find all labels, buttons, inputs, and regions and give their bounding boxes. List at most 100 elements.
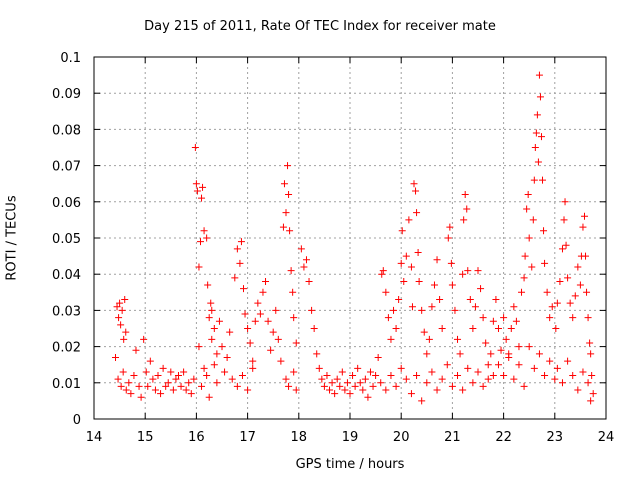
x-tick-label: 22	[495, 430, 512, 445]
data-point	[460, 216, 468, 224]
data-point	[438, 375, 446, 383]
data-point	[122, 386, 130, 394]
data-point	[279, 223, 287, 231]
data-point	[487, 350, 495, 358]
data-point	[497, 346, 505, 354]
data-point	[356, 379, 364, 387]
data-point	[540, 227, 548, 235]
data-point	[198, 382, 206, 390]
data-point	[412, 187, 420, 195]
data-point	[157, 390, 165, 398]
data-point	[190, 375, 198, 383]
data-point	[286, 227, 294, 235]
data-point	[210, 325, 218, 332]
data-point	[492, 296, 500, 304]
x-tick-label: 20	[393, 430, 410, 445]
data-point	[112, 353, 120, 361]
data-point	[531, 144, 539, 151]
data-point	[558, 245, 566, 253]
data-point	[546, 314, 554, 322]
y-tick-label: 0.06	[52, 196, 81, 211]
x-tick-label: 23	[547, 430, 564, 445]
data-point	[119, 368, 127, 376]
data-point	[132, 346, 140, 354]
x-axis-label: GPS time / hours	[295, 457, 405, 472]
data-point	[125, 379, 133, 387]
data-point	[510, 375, 518, 383]
x-tick-label: 14	[86, 430, 103, 445]
data-point	[564, 357, 572, 365]
data-point	[200, 364, 208, 372]
data-point	[221, 368, 229, 376]
data-point	[446, 223, 454, 231]
data-point	[233, 245, 241, 253]
data-point	[237, 238, 245, 246]
data-point	[384, 314, 392, 322]
data-point	[520, 274, 528, 282]
data-point	[423, 379, 431, 387]
data-point	[308, 306, 316, 314]
x-tick-label: 16	[188, 430, 205, 445]
data-point	[469, 379, 477, 387]
data-point	[208, 306, 216, 314]
data-point	[267, 346, 275, 354]
data-point	[290, 314, 298, 322]
data-point	[533, 111, 541, 119]
data-point	[241, 310, 249, 318]
data-point	[174, 372, 182, 380]
data-point	[525, 343, 533, 351]
data-point	[423, 350, 431, 358]
data-point	[502, 335, 510, 343]
data-point	[433, 386, 441, 394]
data-point	[213, 350, 221, 358]
data-point	[146, 357, 154, 365]
data-point	[226, 328, 234, 336]
data-point	[564, 274, 572, 282]
data-point	[364, 393, 372, 401]
data-point	[583, 288, 591, 296]
data-point	[199, 183, 207, 191]
data-point	[203, 372, 211, 380]
data-point	[377, 379, 385, 387]
data-point	[140, 335, 148, 343]
data-point	[169, 386, 177, 394]
data-point	[512, 317, 520, 325]
data-point	[192, 180, 200, 188]
data-point	[116, 299, 124, 307]
data-point	[510, 303, 518, 311]
data-point	[444, 234, 452, 242]
data-point	[203, 234, 211, 242]
data-point	[553, 364, 561, 372]
data-point	[210, 361, 218, 369]
y-tick-label: 0.02	[52, 341, 81, 356]
data-point	[392, 382, 400, 390]
data-point	[195, 263, 203, 271]
data-point	[246, 339, 254, 347]
x-tick-label: 19	[342, 430, 359, 445]
data-point	[408, 303, 416, 311]
y-tick-label: 0.01	[52, 377, 81, 392]
data-point	[524, 191, 532, 199]
data-point	[425, 335, 433, 343]
data-point	[523, 205, 531, 213]
data-point	[454, 372, 462, 380]
data-point	[272, 306, 280, 314]
data-point	[558, 379, 566, 387]
data-point	[494, 361, 502, 369]
data-point	[518, 288, 526, 296]
data-point	[374, 353, 382, 361]
data-point	[277, 357, 285, 365]
data-point	[448, 382, 456, 390]
data-point	[479, 382, 487, 390]
data-point	[313, 350, 321, 358]
data-point	[494, 325, 502, 332]
data-point	[405, 216, 413, 224]
data-point	[582, 252, 590, 260]
data-point	[428, 368, 436, 376]
data-point	[415, 277, 423, 285]
data-point	[413, 372, 421, 380]
data-point	[338, 368, 346, 376]
data-point	[529, 216, 537, 224]
data-point	[333, 375, 341, 383]
data-point	[284, 162, 292, 170]
